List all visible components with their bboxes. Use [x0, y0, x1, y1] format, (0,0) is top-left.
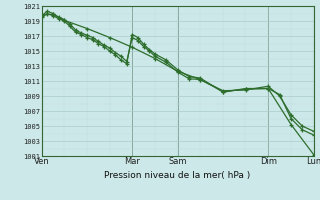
X-axis label: Pression niveau de la mer( hPa ): Pression niveau de la mer( hPa )	[104, 171, 251, 180]
